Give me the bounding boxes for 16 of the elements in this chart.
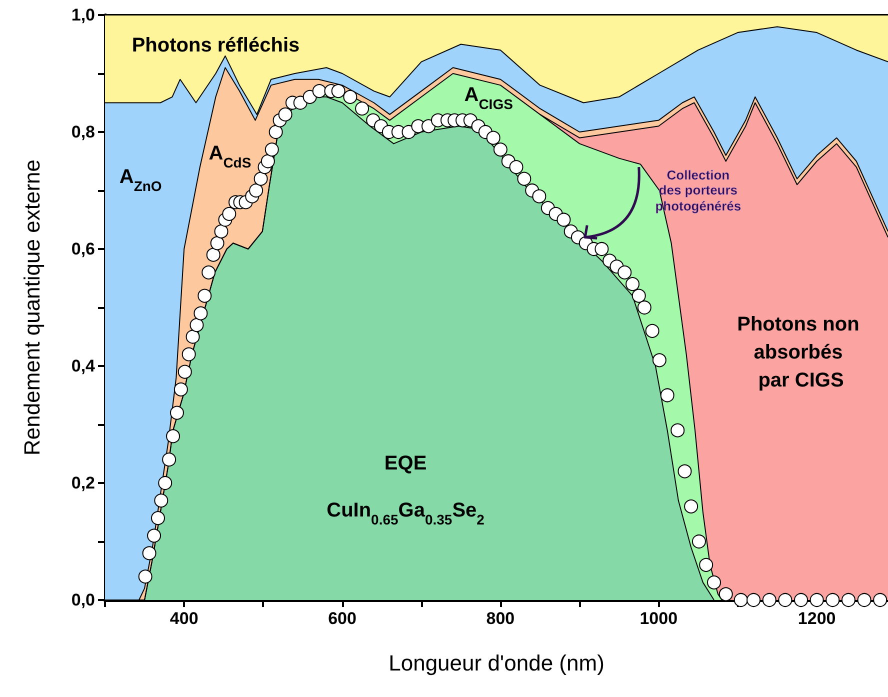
y-tick-label: 0,6 [71,240,95,258]
y-tick-label: 1,0 [71,6,95,24]
x-tick-label: 400 [170,609,198,628]
x-axis-title: Longueur d'onde (nm) [388,650,604,676]
series-label: EQE [384,452,427,475]
x-tick-label: 1000 [640,609,678,628]
y-tick-label: 0,2 [71,474,95,492]
series-label: Photons réfléchis [132,34,300,56]
x-tick-label: 1200 [798,609,836,628]
y-tick-label: 0,0 [71,590,95,610]
x-tick-label: 800 [486,609,515,628]
y-tick-label: 0,4 [71,356,96,376]
y-tick-label: 0,8 [71,122,95,142]
x-tick-label: 600 [328,609,356,628]
y-axis-title: Rendement quantique externe [20,160,44,456]
series-label: Photons non absorbés par CIGS [737,313,865,392]
